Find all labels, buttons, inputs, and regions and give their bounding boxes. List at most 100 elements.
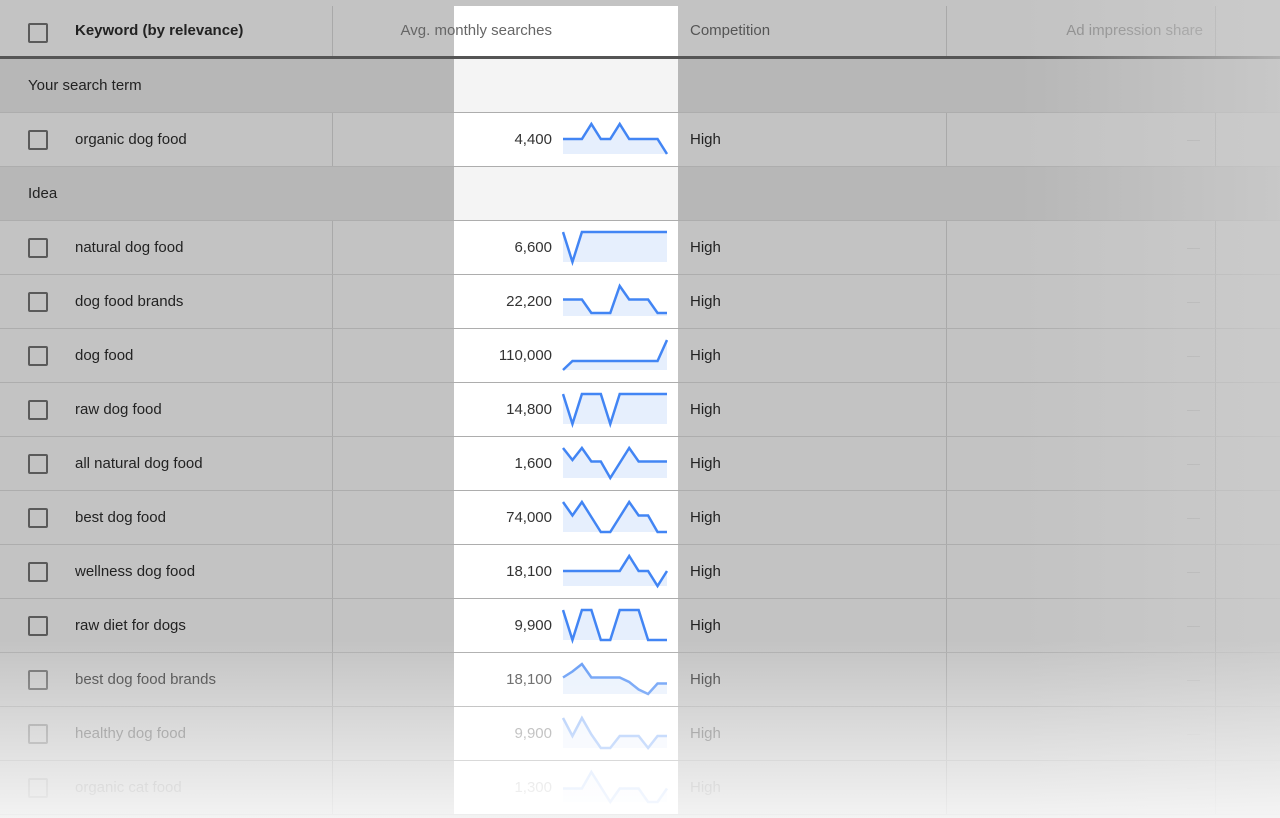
keyword-row: natural dog food 6,600 High — bbox=[0, 221, 1280, 275]
avg-monthly-searches: 9,900 bbox=[514, 617, 552, 634]
column-divider bbox=[946, 545, 947, 598]
sparkline-area bbox=[563, 340, 667, 370]
keyword-text: dog food brands bbox=[75, 293, 184, 310]
column-divider bbox=[332, 545, 333, 598]
keyword-text: organic dog food bbox=[75, 131, 187, 148]
ad-impression-share-value: — bbox=[1187, 510, 1200, 525]
keyword-row: raw diet for dogs 9,900 High — bbox=[0, 599, 1280, 653]
header-keyword[interactable]: Keyword (by relevance) bbox=[75, 22, 244, 39]
row-checkbox[interactable] bbox=[28, 292, 48, 312]
row-checkbox[interactable] bbox=[28, 616, 48, 636]
column-divider bbox=[332, 329, 333, 382]
keyword-row: organic dog food 4,400 High — bbox=[0, 113, 1280, 167]
highlighted-column bbox=[454, 329, 678, 382]
trend-sparkline bbox=[562, 339, 668, 371]
ad-impression-share-value: — bbox=[1187, 672, 1200, 687]
competition-value: High bbox=[690, 617, 721, 634]
column-divider bbox=[946, 275, 947, 328]
keyword-row: dog food brands 22,200 High — bbox=[0, 275, 1280, 329]
row-checkbox[interactable] bbox=[28, 400, 48, 420]
avg-monthly-searches: 6,600 bbox=[514, 239, 552, 256]
sparkline-area bbox=[563, 124, 667, 154]
keyword-text: dog food bbox=[75, 347, 134, 364]
sparkline-line bbox=[563, 553, 668, 589]
competition-value: High bbox=[690, 401, 721, 418]
competition-value: High bbox=[690, 347, 721, 364]
header-avg-monthly-searches[interactable]: Avg. monthly searches bbox=[400, 22, 552, 39]
keyword-text: organic cat food bbox=[75, 779, 182, 796]
competition-value: High bbox=[690, 293, 721, 310]
highlighted-column bbox=[454, 167, 678, 220]
column-divider bbox=[946, 329, 947, 382]
select-all-checkbox[interactable] bbox=[28, 23, 48, 43]
avg-monthly-searches: 1,600 bbox=[514, 455, 552, 472]
group-label: Idea bbox=[28, 185, 58, 202]
header-ad-impression-share[interactable]: Ad impression share bbox=[1066, 22, 1203, 39]
column-divider bbox=[1215, 6, 1216, 56]
competition-value: High bbox=[690, 509, 721, 526]
competition-value: High bbox=[690, 671, 721, 688]
keyword-row: dog food 110,000 High — bbox=[0, 329, 1280, 383]
highlighted-column bbox=[454, 6, 678, 56]
ad-impression-share-value: — bbox=[1187, 564, 1200, 579]
avg-monthly-searches: 14,800 bbox=[506, 401, 552, 418]
ad-impression-share-value: — bbox=[1187, 456, 1200, 471]
competition-value: High bbox=[690, 131, 721, 148]
keyword-text: best dog food bbox=[75, 509, 166, 526]
avg-monthly-searches: 9,900 bbox=[514, 725, 552, 742]
column-divider bbox=[332, 113, 333, 166]
ad-impression-share-value: — bbox=[1187, 294, 1200, 309]
keyword-text: natural dog food bbox=[75, 239, 184, 256]
trend-sparkline bbox=[562, 445, 667, 481]
group-label: Your search term bbox=[28, 77, 142, 94]
group-row-idea: Idea bbox=[0, 167, 1280, 221]
backdrop bbox=[0, 0, 1280, 6]
competition-value: High bbox=[690, 563, 721, 580]
row-checkbox[interactable] bbox=[28, 724, 48, 744]
keyword-row: wellness dog food 18,100 High — bbox=[0, 545, 1280, 599]
column-divider bbox=[946, 437, 947, 490]
row-checkbox[interactable] bbox=[28, 508, 48, 528]
keyword-row: best dog food 74,000 High — bbox=[0, 491, 1280, 545]
keyword-row: healthy dog food 9,900 High — bbox=[0, 707, 1280, 761]
row-checkbox[interactable] bbox=[28, 346, 48, 366]
competition-value: High bbox=[690, 779, 721, 796]
trend-sparkline bbox=[563, 769, 668, 805]
header-competition[interactable]: Competition bbox=[690, 22, 771, 39]
sparkline-area bbox=[563, 448, 667, 478]
ad-impression-share-value: — bbox=[1187, 240, 1200, 255]
table-header: Keyword (by relevance) Avg. monthly searc… bbox=[0, 6, 1280, 59]
keyword-text: best dog food brands bbox=[75, 671, 216, 688]
row-checkbox[interactable] bbox=[28, 670, 48, 690]
column-divider bbox=[332, 275, 333, 328]
avg-monthly-searches: 4,400 bbox=[514, 131, 552, 148]
row-checkbox[interactable] bbox=[28, 562, 48, 582]
avg-monthly-searches: 18,100 bbox=[506, 671, 552, 688]
sparkline-line bbox=[562, 230, 667, 267]
keyword-row: best dog food brands 18,100 High — bbox=[0, 653, 1280, 707]
row-checkbox[interactable] bbox=[28, 778, 48, 798]
competition-value: High bbox=[690, 725, 721, 742]
group-row-search_term: Your search term bbox=[0, 59, 1280, 113]
row-checkbox[interactable] bbox=[28, 454, 48, 474]
avg-monthly-searches: 18,100 bbox=[506, 563, 552, 580]
sparkline-area bbox=[563, 772, 667, 802]
sparkline-line bbox=[562, 339, 668, 371]
avg-monthly-searches: 74,000 bbox=[506, 509, 552, 526]
row-checkbox[interactable] bbox=[28, 238, 48, 258]
trend-sparkline bbox=[562, 499, 667, 534]
ad-impression-share-value: — bbox=[1187, 402, 1200, 417]
column-divider bbox=[946, 6, 947, 56]
column-divider bbox=[332, 6, 333, 56]
column-divider bbox=[946, 221, 947, 274]
column-divider bbox=[946, 113, 947, 166]
competition-value: High bbox=[690, 239, 721, 256]
keyword-text: wellness dog food bbox=[75, 563, 196, 580]
competition-value: High bbox=[690, 455, 721, 472]
row-checkbox[interactable] bbox=[28, 130, 48, 150]
trend-sparkline bbox=[563, 553, 668, 589]
column-divider bbox=[332, 491, 333, 544]
sparkline-line bbox=[563, 121, 668, 155]
ad-impression-share-value: — bbox=[1187, 132, 1200, 147]
column-divider bbox=[332, 437, 333, 490]
